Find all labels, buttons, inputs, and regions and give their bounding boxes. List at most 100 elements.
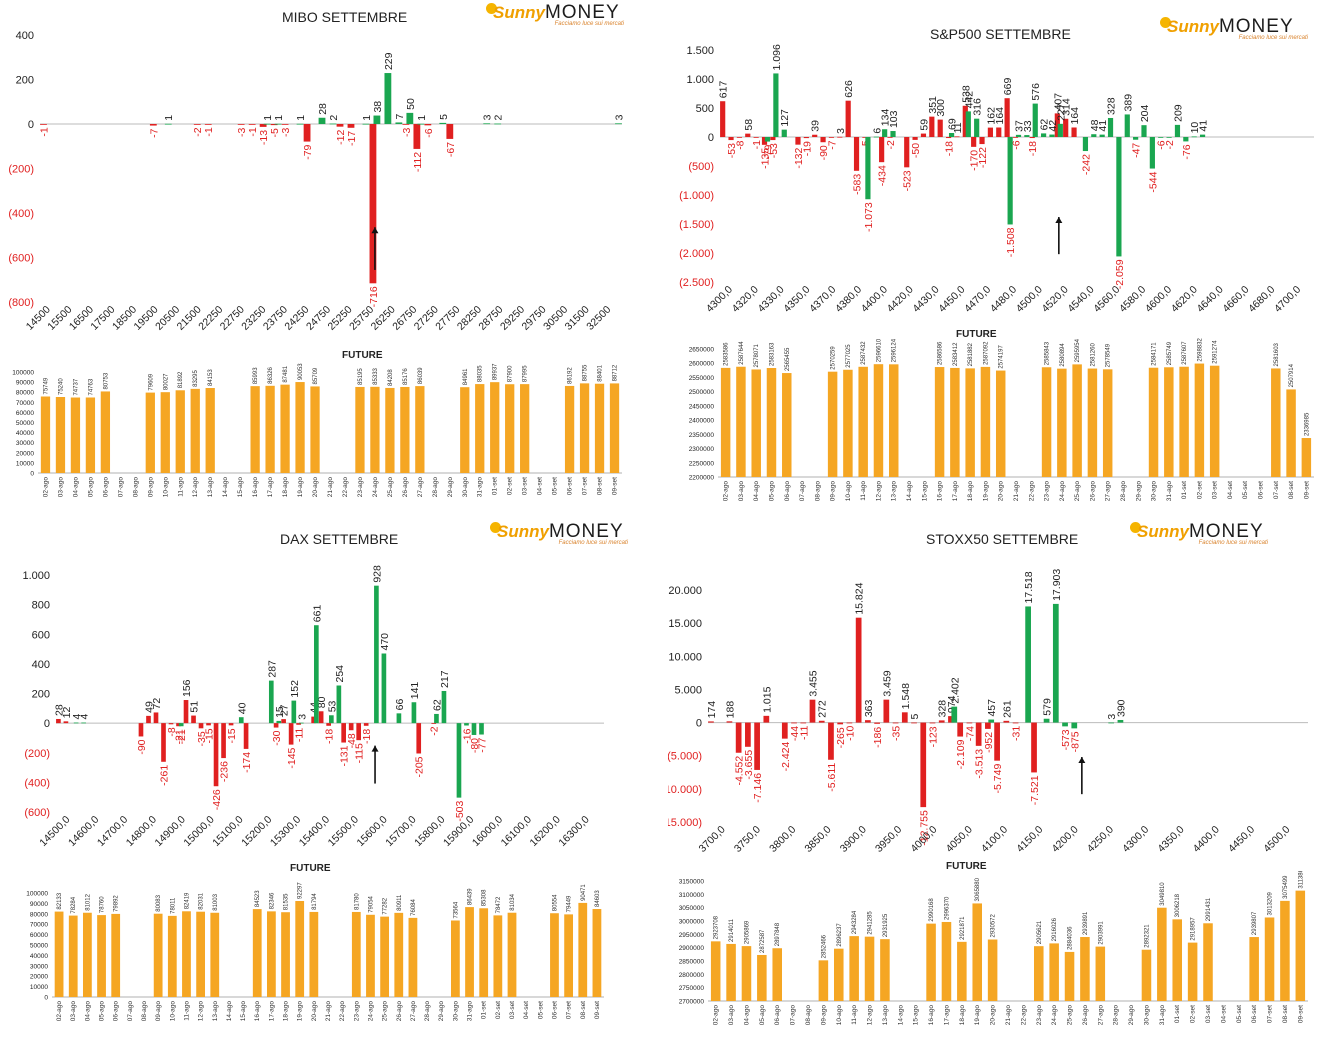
future-data-label: 2598832	[1197, 338, 1203, 362]
future-data-label: 2583163	[769, 342, 775, 366]
bar	[326, 723, 331, 726]
bar	[314, 625, 319, 724]
x-tick-label: 4420,0	[885, 284, 916, 315]
data-label: -3.655	[743, 750, 755, 780]
future-bar	[782, 373, 792, 477]
future-bar	[450, 920, 460, 997]
bar	[471, 723, 477, 735]
future-date-label: 17-ago	[268, 1001, 275, 1022]
future-date-label: 23-ago	[357, 477, 364, 498]
data-label: 15.824	[854, 582, 866, 614]
bar	[168, 723, 174, 725]
bar	[434, 713, 439, 724]
future-data-label: 85993	[253, 367, 259, 384]
future-date-label: 20-ago	[311, 1001, 318, 1022]
future-bar	[736, 366, 746, 477]
x-tick-label: 15200,0	[239, 814, 274, 849]
x-tick-label: 4660,0	[1220, 284, 1251, 315]
data-label: 579	[1042, 698, 1054, 716]
future-bar	[1301, 438, 1312, 477]
bar	[1031, 722, 1037, 773]
bar	[965, 111, 971, 137]
future-date-label: 02-set	[1190, 1005, 1197, 1023]
future-date-label: 04-ago	[753, 481, 760, 502]
future-bar	[889, 364, 899, 477]
bar	[494, 123, 502, 125]
future-bar	[351, 911, 361, 997]
y-tick-label: (200)	[8, 164, 34, 176]
bar	[248, 124, 256, 125]
future-y-tick-label: 3100000	[679, 892, 705, 899]
future-bar	[987, 939, 998, 1001]
x-tick-label: 4400,0	[859, 284, 890, 315]
bar	[1029, 137, 1035, 139]
future-bar	[265, 385, 275, 473]
future-bar	[182, 911, 191, 997]
future-data-label: 2905621	[1037, 920, 1043, 944]
future-data-label: 85195	[358, 368, 364, 385]
future-bar	[950, 367, 960, 477]
data-label: 390	[1115, 699, 1127, 717]
y-tick-label: (1.000)	[679, 190, 714, 202]
bar	[837, 136, 843, 138]
future-date-label: 18-ago	[967, 481, 974, 502]
bar	[329, 123, 337, 125]
bar	[483, 123, 491, 125]
data-label: -11	[798, 725, 810, 740]
bar	[837, 722, 844, 725]
bar	[259, 124, 267, 127]
future-date-label: 27-ago	[1097, 1005, 1104, 1026]
future-date-label: 31-ago	[467, 1001, 474, 1022]
future-bar	[1080, 937, 1090, 1001]
future-y-tick-label: 30000	[16, 440, 34, 447]
future-date-label: 15-ago	[913, 1005, 920, 1026]
future-data-label: 2596610	[876, 338, 882, 362]
future-bar	[1057, 368, 1067, 477]
y-tick-label: 200	[32, 689, 50, 701]
future-bar	[479, 908, 489, 997]
future-data-label: 81012	[85, 893, 91, 910]
bar	[791, 722, 797, 724]
y-tick-label: (500)	[688, 161, 714, 173]
future-date-label: 06-set	[567, 477, 574, 495]
data-label: -132	[793, 147, 805, 168]
bar	[615, 123, 622, 125]
data-label: -170	[969, 150, 981, 171]
dax-panel: DAX SETTEMBRE SunnyMONEY Facciamo luce s…	[0, 515, 640, 1038]
data-label: -2.059	[1114, 259, 1126, 289]
future-data-label: 88755	[583, 364, 589, 381]
x-tick-label: 4560,0	[1091, 284, 1122, 315]
future-date-label: 09-ago	[147, 477, 154, 498]
future-bar	[578, 902, 588, 997]
future-bar	[520, 384, 530, 473]
future-date-label: 07-ago	[127, 1001, 134, 1022]
future-date-label: 10-ago	[836, 1005, 843, 1026]
future-data-label: 2581260	[1090, 343, 1096, 367]
data-label: 1	[416, 115, 428, 121]
future-date-label: 04-set	[537, 477, 544, 495]
data-label: 174	[706, 701, 718, 719]
future-date-label: 13-ago	[882, 1005, 889, 1026]
data-label: -186	[872, 727, 884, 748]
future-date-label: 20-ago	[312, 477, 319, 498]
data-label: -112	[412, 152, 424, 172]
data-label: 39	[810, 120, 822, 132]
future-date-label: 08-ago	[141, 1001, 148, 1022]
y-tick-label: 1.500	[686, 45, 714, 57]
future-date-label: 04-set	[523, 1001, 530, 1019]
data-label: -53	[768, 143, 780, 158]
future-y-tick-label: 2750000	[679, 985, 705, 992]
future-chart-mibo: 0 10000 20000 30000 40000 50000 60000 70000 8000…	[12, 363, 622, 498]
bar	[446, 124, 454, 139]
data-label: 538	[960, 85, 972, 103]
future-date-label: 30-ago	[1143, 1005, 1150, 1026]
data-label: 3	[613, 114, 625, 120]
future-y-tick-label: 3050000	[679, 905, 705, 912]
future-date-label: 21-ago	[325, 1001, 332, 1022]
data-label: -47	[1131, 143, 1143, 158]
future-data-label: 80083	[156, 894, 162, 911]
bar	[1057, 123, 1063, 137]
future-date-label: 22-ago	[1028, 481, 1035, 502]
future-date-label: 01-set	[1174, 1005, 1181, 1023]
future-data-label: 2507914	[1289, 363, 1295, 387]
